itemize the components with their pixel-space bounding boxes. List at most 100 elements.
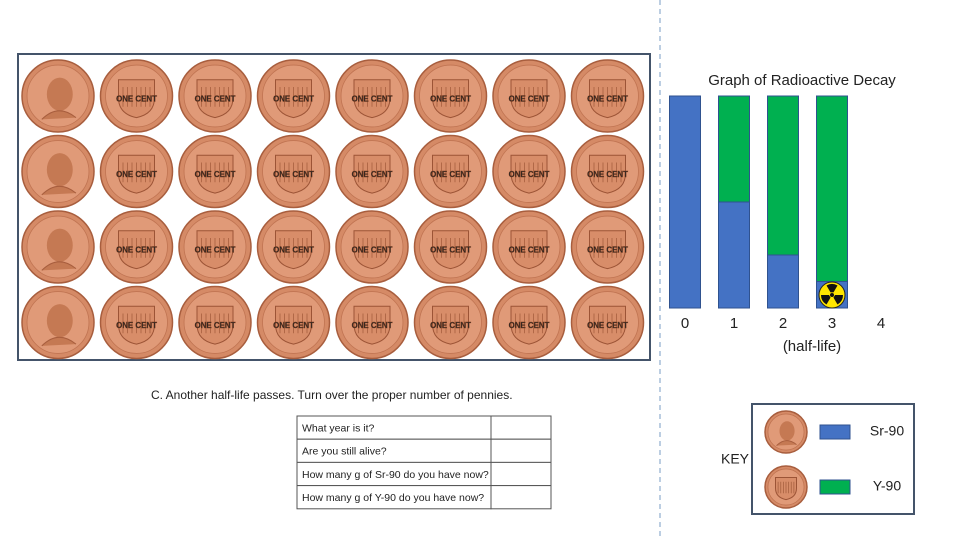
penny-tails: ONE CENT bbox=[413, 285, 488, 360]
coin-label: ONE CENT bbox=[273, 95, 314, 104]
lincoln-shoulders bbox=[41, 110, 77, 120]
penny-heads bbox=[21, 210, 95, 284]
penny-tails: ONE CENT bbox=[335, 134, 409, 209]
coin-label: ONE CENT bbox=[509, 95, 550, 104]
penny-tails: ONE CENT bbox=[256, 285, 331, 360]
coin-label: ONE CENT bbox=[195, 246, 236, 255]
penny-tails: ONE CENT bbox=[570, 210, 645, 284]
x-tick-label: 2 bbox=[779, 315, 787, 332]
lincoln-shoulders bbox=[41, 261, 77, 271]
penny-tails: ONE CENT bbox=[256, 210, 331, 284]
x-tick-label: 4 bbox=[877, 315, 885, 332]
bar-segment bbox=[767, 95, 799, 256]
penny-heads bbox=[21, 59, 95, 133]
coin-label: ONE CENT bbox=[273, 246, 314, 255]
coin-label: ONE CENT bbox=[273, 170, 314, 179]
lincoln-head bbox=[779, 421, 795, 441]
bar-segment bbox=[718, 95, 750, 203]
lincoln-shoulders bbox=[41, 185, 77, 196]
x-tick-label: 1 bbox=[730, 315, 738, 332]
coin-label: ONE CENT bbox=[430, 170, 471, 179]
coin-label: ONE CENT bbox=[116, 246, 157, 255]
coin-label: ONE CENT bbox=[509, 246, 550, 255]
penny-tails: ONE CENT bbox=[335, 59, 409, 133]
table-cell bbox=[490, 461, 552, 487]
radiation-blade bbox=[833, 295, 843, 305]
coin-label: ONE CENT bbox=[430, 95, 471, 104]
legend-title: KEY bbox=[721, 451, 750, 467]
penny-heads bbox=[21, 285, 95, 360]
radiation-blade bbox=[821, 295, 831, 305]
penny-tails: ONE CENT bbox=[492, 210, 566, 284]
coin-label: ONE CENT bbox=[587, 321, 628, 330]
bar-segment bbox=[718, 201, 750, 309]
table-question: How many g of Y-90 do you have now? bbox=[302, 492, 484, 504]
coin-label: ONE CENT bbox=[587, 95, 628, 104]
penny-tails: ONE CENT bbox=[492, 134, 566, 209]
lincoln-shoulders bbox=[776, 440, 797, 447]
instruction: C. Another half-life passes. Turn over t… bbox=[151, 388, 513, 402]
lincoln-shoulders bbox=[41, 336, 77, 347]
coin-label: ONE CENT bbox=[352, 246, 393, 255]
penny-tails: ONE CENT bbox=[413, 59, 488, 133]
x-axis-label: (half-life) bbox=[783, 338, 841, 355]
penny-tails: ONE CENT bbox=[335, 210, 409, 284]
penny-tails: ONE CENT bbox=[413, 210, 488, 284]
penny-tails: ONE CENT bbox=[256, 59, 331, 133]
penny-tails: ONE CENT bbox=[492, 59, 566, 133]
table-cell bbox=[490, 415, 552, 440]
penny-heads bbox=[764, 410, 808, 454]
penny-tails: ONE CENT bbox=[99, 134, 174, 209]
legend-label: Y-90 bbox=[873, 478, 902, 494]
coin-label: ONE CENT bbox=[587, 170, 628, 179]
lincoln-head bbox=[46, 153, 73, 187]
penny-tails: ONE CENT bbox=[335, 285, 409, 360]
table-question: What year is it? bbox=[302, 422, 375, 434]
penny-tails: ONE CENT bbox=[178, 285, 252, 360]
legend-label: Sr-90 bbox=[870, 423, 904, 439]
radiation-core bbox=[830, 293, 834, 297]
penny-tails: ONE CENT bbox=[570, 134, 645, 209]
coin-label: ONE CENT bbox=[352, 170, 393, 179]
table-question: How many g of Sr-90 do you have now? bbox=[302, 469, 489, 481]
coin-label: ONE CENT bbox=[273, 321, 314, 330]
coin-label: ONE CENT bbox=[509, 170, 550, 179]
coin-label: ONE CENT bbox=[587, 246, 628, 255]
penny-tails: ONE CENT bbox=[99, 210, 174, 284]
penny-tails: ONE CENT bbox=[492, 285, 566, 360]
penny-tails: ONE CENT bbox=[256, 134, 331, 209]
lincoln-head bbox=[46, 77, 73, 111]
x-tick-label: 3 bbox=[828, 315, 836, 332]
x-tick-label: 0 bbox=[681, 315, 689, 332]
chart-title: Graph of Radioactive Decay bbox=[708, 72, 896, 89]
coin-label: ONE CENT bbox=[352, 95, 393, 104]
bar-segment bbox=[767, 254, 799, 309]
coin-label: ONE CENT bbox=[195, 170, 236, 179]
coin-label: ONE CENT bbox=[430, 246, 471, 255]
penny-tails: ONE CENT bbox=[178, 210, 252, 284]
penny-tails: ONE CENT bbox=[178, 134, 252, 209]
bar-segment bbox=[816, 95, 848, 282]
coin-label: ONE CENT bbox=[195, 95, 236, 104]
table-cell bbox=[490, 485, 552, 510]
bar-segment bbox=[669, 95, 701, 309]
penny-heads bbox=[21, 134, 95, 209]
coin-label: ONE CENT bbox=[116, 95, 157, 104]
penny-tails: ONE CENT bbox=[178, 59, 252, 133]
lincoln-head bbox=[46, 228, 73, 262]
legend-swatch bbox=[819, 479, 851, 495]
radiation-blade bbox=[826, 284, 838, 293]
coin-label: ONE CENT bbox=[195, 321, 236, 330]
penny-tails bbox=[764, 465, 808, 509]
coin-label: ONE CENT bbox=[352, 321, 393, 330]
lincoln-head bbox=[46, 304, 73, 338]
penny-tails: ONE CENT bbox=[99, 285, 174, 360]
coin-label: ONE CENT bbox=[116, 321, 157, 330]
table-question: Are you still alive? bbox=[302, 446, 387, 458]
penny-tails: ONE CENT bbox=[99, 59, 174, 133]
legend-swatch bbox=[819, 424, 851, 440]
penny-tails: ONE CENT bbox=[570, 285, 645, 360]
penny-tails: ONE CENT bbox=[413, 134, 488, 209]
